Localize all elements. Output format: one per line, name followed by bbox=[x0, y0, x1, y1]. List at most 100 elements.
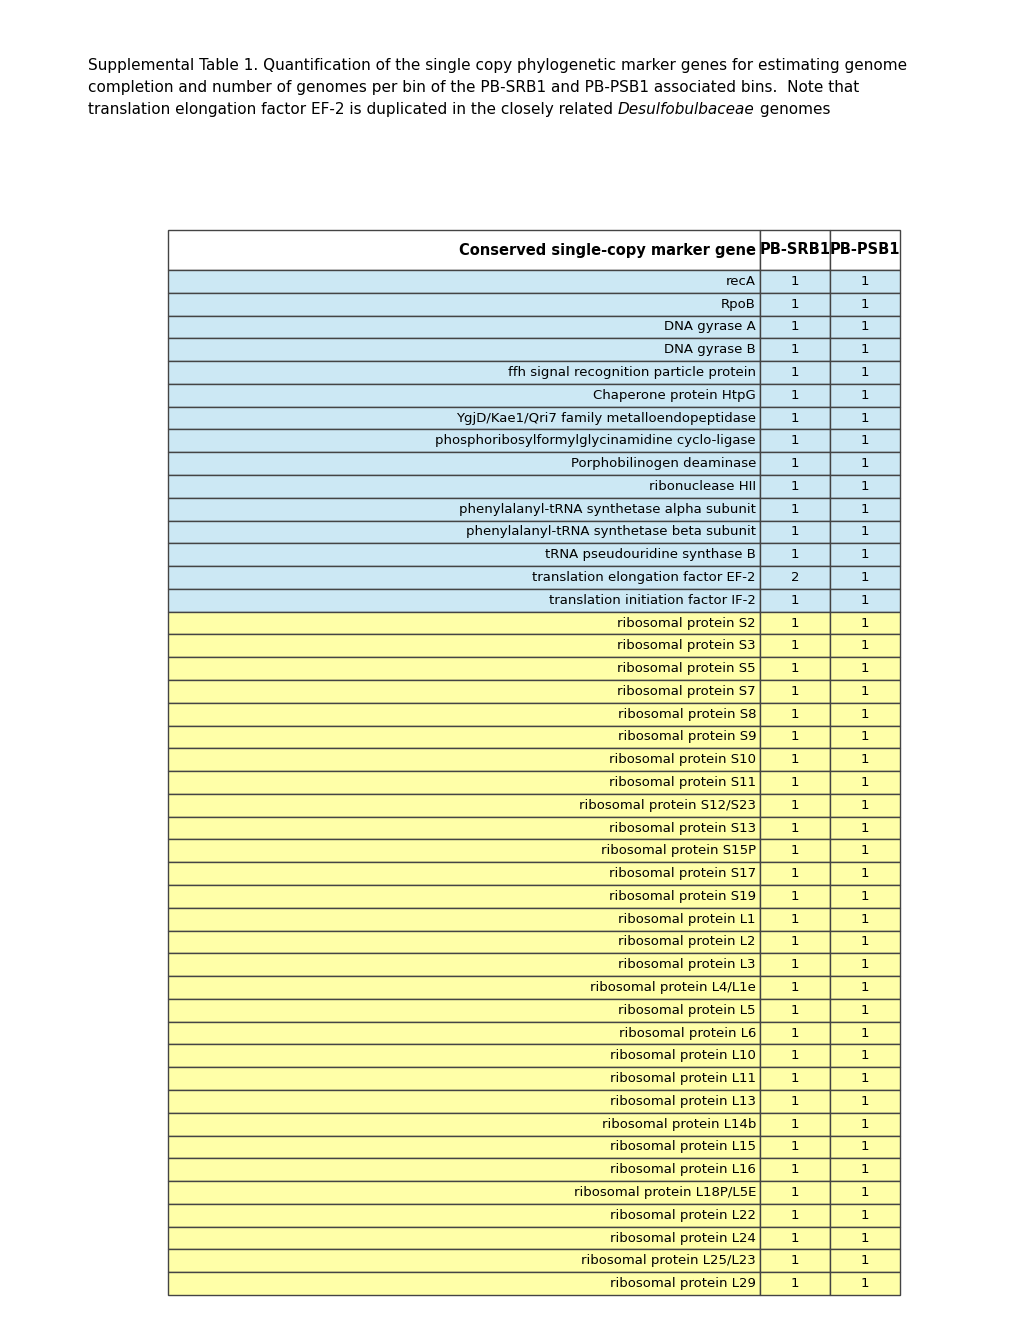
Bar bbox=[759, 429, 829, 453]
Text: 1: 1 bbox=[790, 1118, 799, 1131]
Bar bbox=[168, 635, 759, 657]
Text: 1: 1 bbox=[790, 936, 799, 949]
Text: 1: 1 bbox=[860, 548, 868, 561]
Bar bbox=[168, 230, 759, 271]
Bar bbox=[829, 953, 899, 975]
Bar bbox=[829, 975, 899, 999]
Text: 1: 1 bbox=[860, 1072, 868, 1085]
Text: ribosomal protein L1: ribosomal protein L1 bbox=[618, 912, 755, 925]
Text: ribosomal protein L16: ribosomal protein L16 bbox=[609, 1163, 755, 1176]
Text: ribosomal protein S12/S23: ribosomal protein S12/S23 bbox=[579, 799, 755, 812]
Text: ribosomal protein L29: ribosomal protein L29 bbox=[609, 1278, 755, 1290]
Bar bbox=[829, 931, 899, 953]
Text: 1: 1 bbox=[790, 616, 799, 630]
Text: 1: 1 bbox=[860, 321, 868, 334]
Bar bbox=[829, 862, 899, 884]
Text: ribosomal protein L14b: ribosomal protein L14b bbox=[601, 1118, 755, 1131]
Bar bbox=[759, 362, 829, 384]
Text: 1: 1 bbox=[790, 845, 799, 857]
Bar bbox=[829, 338, 899, 362]
Bar bbox=[829, 726, 899, 748]
Bar bbox=[829, 840, 899, 862]
Bar bbox=[829, 680, 899, 702]
Text: PB-PSB1: PB-PSB1 bbox=[828, 243, 900, 257]
Bar bbox=[829, 315, 899, 338]
Bar bbox=[168, 1044, 759, 1068]
Bar bbox=[829, 1204, 899, 1226]
Text: translation initiation factor IF-2: translation initiation factor IF-2 bbox=[548, 594, 755, 607]
Bar bbox=[759, 475, 829, 498]
Bar bbox=[759, 1113, 829, 1135]
Bar bbox=[168, 1181, 759, 1204]
Bar bbox=[168, 953, 759, 975]
Text: 1: 1 bbox=[790, 799, 799, 812]
Text: ribosomal protein S19: ribosomal protein S19 bbox=[608, 890, 755, 903]
Text: 1: 1 bbox=[790, 890, 799, 903]
Text: 1: 1 bbox=[790, 1254, 799, 1267]
Bar bbox=[168, 520, 759, 544]
Text: 1: 1 bbox=[790, 912, 799, 925]
Bar bbox=[168, 1068, 759, 1090]
Bar bbox=[829, 1135, 899, 1159]
Bar bbox=[829, 544, 899, 566]
Bar bbox=[759, 566, 829, 589]
Bar bbox=[829, 429, 899, 453]
Text: 1: 1 bbox=[860, 1163, 868, 1176]
Bar bbox=[759, 1250, 829, 1272]
Text: 1: 1 bbox=[790, 366, 799, 379]
Bar bbox=[168, 362, 759, 384]
Text: 1: 1 bbox=[860, 912, 868, 925]
Text: 1: 1 bbox=[860, 663, 868, 675]
Bar bbox=[829, 771, 899, 793]
Bar bbox=[829, 748, 899, 771]
Text: 1: 1 bbox=[860, 389, 868, 401]
Text: 1: 1 bbox=[860, 1003, 868, 1016]
Text: RpoB: RpoB bbox=[720, 298, 755, 310]
Text: phenylalanyl-tRNA synthetase alpha subunit: phenylalanyl-tRNA synthetase alpha subun… bbox=[459, 503, 755, 516]
Text: 1: 1 bbox=[790, 321, 799, 334]
Bar bbox=[759, 793, 829, 817]
Bar bbox=[168, 702, 759, 726]
Bar bbox=[829, 453, 899, 475]
Bar bbox=[829, 1068, 899, 1090]
Bar bbox=[829, 1159, 899, 1181]
Bar bbox=[829, 1090, 899, 1113]
Text: ribosomal protein S3: ribosomal protein S3 bbox=[616, 639, 755, 652]
Bar bbox=[759, 999, 829, 1022]
Text: 1: 1 bbox=[790, 548, 799, 561]
Bar bbox=[168, 771, 759, 793]
Text: 1: 1 bbox=[790, 730, 799, 743]
Text: DNA gyrase B: DNA gyrase B bbox=[663, 343, 755, 356]
Text: 1: 1 bbox=[790, 639, 799, 652]
Bar bbox=[829, 1181, 899, 1204]
Bar bbox=[829, 475, 899, 498]
Bar bbox=[759, 862, 829, 884]
Bar bbox=[759, 931, 829, 953]
Bar bbox=[829, 1272, 899, 1295]
Bar bbox=[829, 635, 899, 657]
Bar bbox=[829, 498, 899, 520]
Bar bbox=[759, 611, 829, 635]
Text: ribosomal protein S2: ribosomal protein S2 bbox=[616, 616, 755, 630]
Text: 1: 1 bbox=[860, 275, 868, 288]
Bar bbox=[829, 817, 899, 840]
Bar bbox=[759, 680, 829, 702]
Text: 1: 1 bbox=[790, 343, 799, 356]
Text: YgjD/Kae1/Qri7 family metalloendopeptidase: YgjD/Kae1/Qri7 family metalloendopeptida… bbox=[455, 412, 755, 425]
Text: 1: 1 bbox=[790, 594, 799, 607]
Bar bbox=[759, 1272, 829, 1295]
Text: 1: 1 bbox=[790, 1163, 799, 1176]
Bar bbox=[168, 884, 759, 908]
Bar bbox=[829, 566, 899, 589]
Text: 1: 1 bbox=[860, 776, 868, 789]
Text: ribosomal protein L3: ribosomal protein L3 bbox=[618, 958, 755, 972]
Bar bbox=[759, 315, 829, 338]
Bar bbox=[829, 407, 899, 429]
Bar bbox=[759, 498, 829, 520]
Bar bbox=[168, 475, 759, 498]
Bar bbox=[168, 271, 759, 293]
Text: 1: 1 bbox=[790, 776, 799, 789]
Bar bbox=[759, 1135, 829, 1159]
Text: 1: 1 bbox=[860, 1254, 868, 1267]
Text: 1: 1 bbox=[790, 981, 799, 994]
